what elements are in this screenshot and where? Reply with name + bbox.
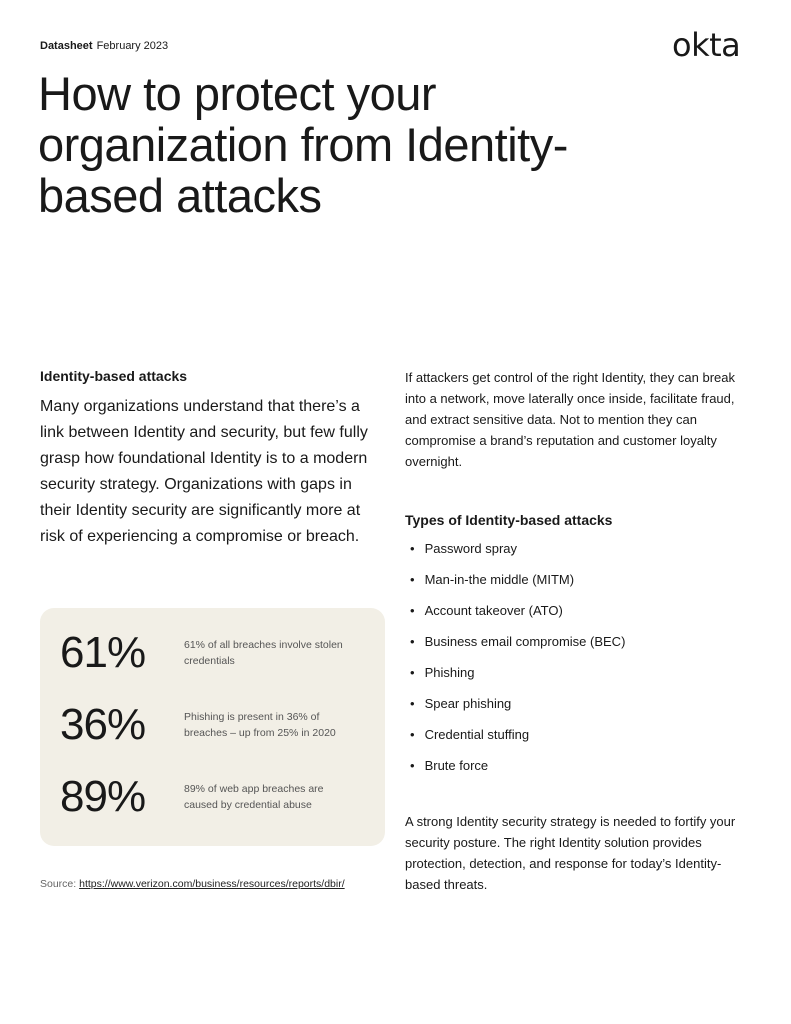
source-link[interactable]: https://www.verizon.com/business/resourc… [79,878,345,890]
stat-value: 89% [60,772,146,821]
source-label: Source: [40,878,77,890]
right-paragraph: If attackers get control of the right Id… [405,370,735,469]
doc-date: February 2023 [96,40,169,52]
list-item: Business email compromise (BEC) [410,634,626,665]
doc-type: Datasheet [40,40,93,52]
stat-value: 61% [60,628,146,677]
stat-item: 36% Phishing is present in 36% of breache… [60,700,354,750]
stat-item: 61% 61% of all breaches involve stolen cr… [60,628,354,678]
section-heading: Identity-based attacks [40,368,188,384]
stat-item: 89% 89% of web app breaches are caused by… [60,772,354,822]
stat-description: 89% of web app breaches are caused by cr… [184,783,324,811]
types-heading: Types of Identity-based attacks [405,512,613,528]
doc-meta: Datasheet February 2023 [40,40,168,52]
source-note: Source: https://www.verizon.com/business… [40,878,345,890]
stats-box: 61% 61% of all breaches involve stolen cr… [40,608,385,846]
closing-paragraph: A strong Identity security strategy is n… [405,814,736,892]
attack-types-list: Password spray Man-in-the middle (MITM) … [410,541,626,789]
list-item: Brute force [410,758,625,789]
okta-logo: okta [672,26,741,64]
stat-description: Phishing is present in 36% of breaches –… [184,711,336,739]
stat-value: 36% [60,700,146,749]
list-item: Phishing [410,665,625,696]
page-title: How to protect your organization from Id… [38,67,568,222]
list-item: Account takeover (ATO) [410,603,625,634]
list-item: Credential stuffing [410,727,625,758]
list-item: Man-in-the middle (MITM) [410,572,625,603]
intro-text: Many organizations understand that there… [40,398,368,545]
stat-description: 61% of all breaches involve stolen crede… [184,639,343,667]
list-item: Password spray [410,541,625,572]
list-item: Spear phishing [410,696,625,727]
